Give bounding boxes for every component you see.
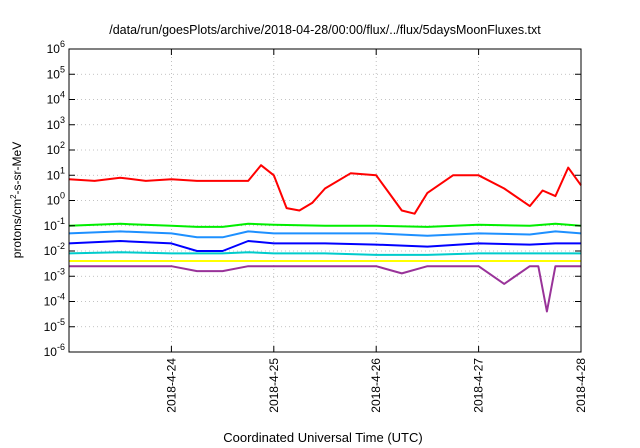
y-tick-exp: 0	[60, 191, 65, 201]
series-line-2	[68, 230, 582, 239]
y-tick-label: 10-2	[44, 241, 65, 258]
y-tick-exp: 4	[60, 90, 65, 100]
x-tick-label: 2018-4-26	[369, 358, 383, 413]
series-line-0	[68, 164, 582, 215]
y-axis: 10-610-510-410-310-210-11001011021031041…	[44, 39, 581, 359]
y-tick-label: 104	[47, 90, 65, 107]
y-tick-base: 10	[44, 295, 58, 309]
y-tick-label: 100	[47, 191, 65, 208]
series-layer	[68, 164, 582, 313]
y-tick-exp: 1	[60, 165, 65, 175]
y-tick-base: 10	[47, 67, 61, 81]
y-tick-base: 10	[47, 93, 61, 107]
x-tick-label: 2018-4-24	[164, 358, 178, 413]
y-tick-base: 10	[44, 219, 58, 233]
y-tick-exp: -1	[57, 216, 65, 226]
y-tick-base: 10	[44, 320, 58, 334]
y-tick-label: 106	[47, 39, 65, 56]
series-line-3	[68, 240, 581, 252]
y-tick-label: 10-6	[44, 342, 65, 359]
x-tick-label: 2018-4-25	[267, 358, 281, 413]
y-axis-label-base: protons/cm	[10, 199, 24, 258]
y-tick-label: 101	[47, 165, 65, 182]
y-tick-base: 10	[47, 118, 61, 132]
y-tick-exp: 2	[60, 140, 65, 150]
y-tick-base: 10	[47, 143, 61, 157]
y-tick-exp: -4	[57, 292, 65, 302]
y-tick-base: 10	[47, 194, 61, 208]
x-axis-label: Coordinated Universal Time (UTC)	[223, 430, 422, 445]
series-line-6	[69, 265, 581, 313]
y-tick-base: 10	[44, 244, 58, 258]
y-axis-label: protons/cm2-s-sr-MeV	[9, 142, 24, 258]
y-tick-base: 10	[47, 168, 61, 182]
y-tick-exp: -5	[57, 317, 65, 327]
y-tick-exp: -2	[57, 241, 65, 251]
y-tick-base: 10	[44, 269, 58, 283]
y-tick-exp: 6	[60, 39, 65, 49]
y-tick-exp: 3	[60, 115, 65, 125]
y-tick-exp: -6	[57, 342, 65, 352]
y-tick-exp: -3	[57, 266, 65, 276]
y-tick-exp: 5	[60, 64, 65, 74]
x-tick-label: 2018-4-28	[574, 358, 588, 413]
y-tick-label: 102	[47, 140, 65, 157]
x-axis: 2018-4-24 2018-4-25 2018-4-26 2018-4-27 2018…	[164, 49, 588, 413]
y-axis-label-rest: -s-sr-MeV	[10, 142, 24, 195]
y-tick-base: 10	[44, 345, 58, 359]
y-tick-label: 10-1	[44, 216, 65, 233]
y-tick-base: 10	[47, 42, 61, 56]
series-line-4	[68, 251, 581, 256]
y-tick-label: 105	[47, 64, 65, 81]
chart-title: /data/run/goesPlots/archive/2018-04-28/0…	[109, 23, 541, 37]
y-tick-label: 10-5	[44, 317, 65, 334]
y-tick-label: 10-4	[44, 292, 65, 309]
y-tick-label: 103	[47, 115, 65, 132]
y-axis-label-exp: 2	[9, 194, 18, 199]
series-line-1	[68, 222, 582, 228]
x-tick-label: 2018-4-27	[472, 358, 486, 413]
y-tick-label: 10-3	[44, 266, 65, 283]
